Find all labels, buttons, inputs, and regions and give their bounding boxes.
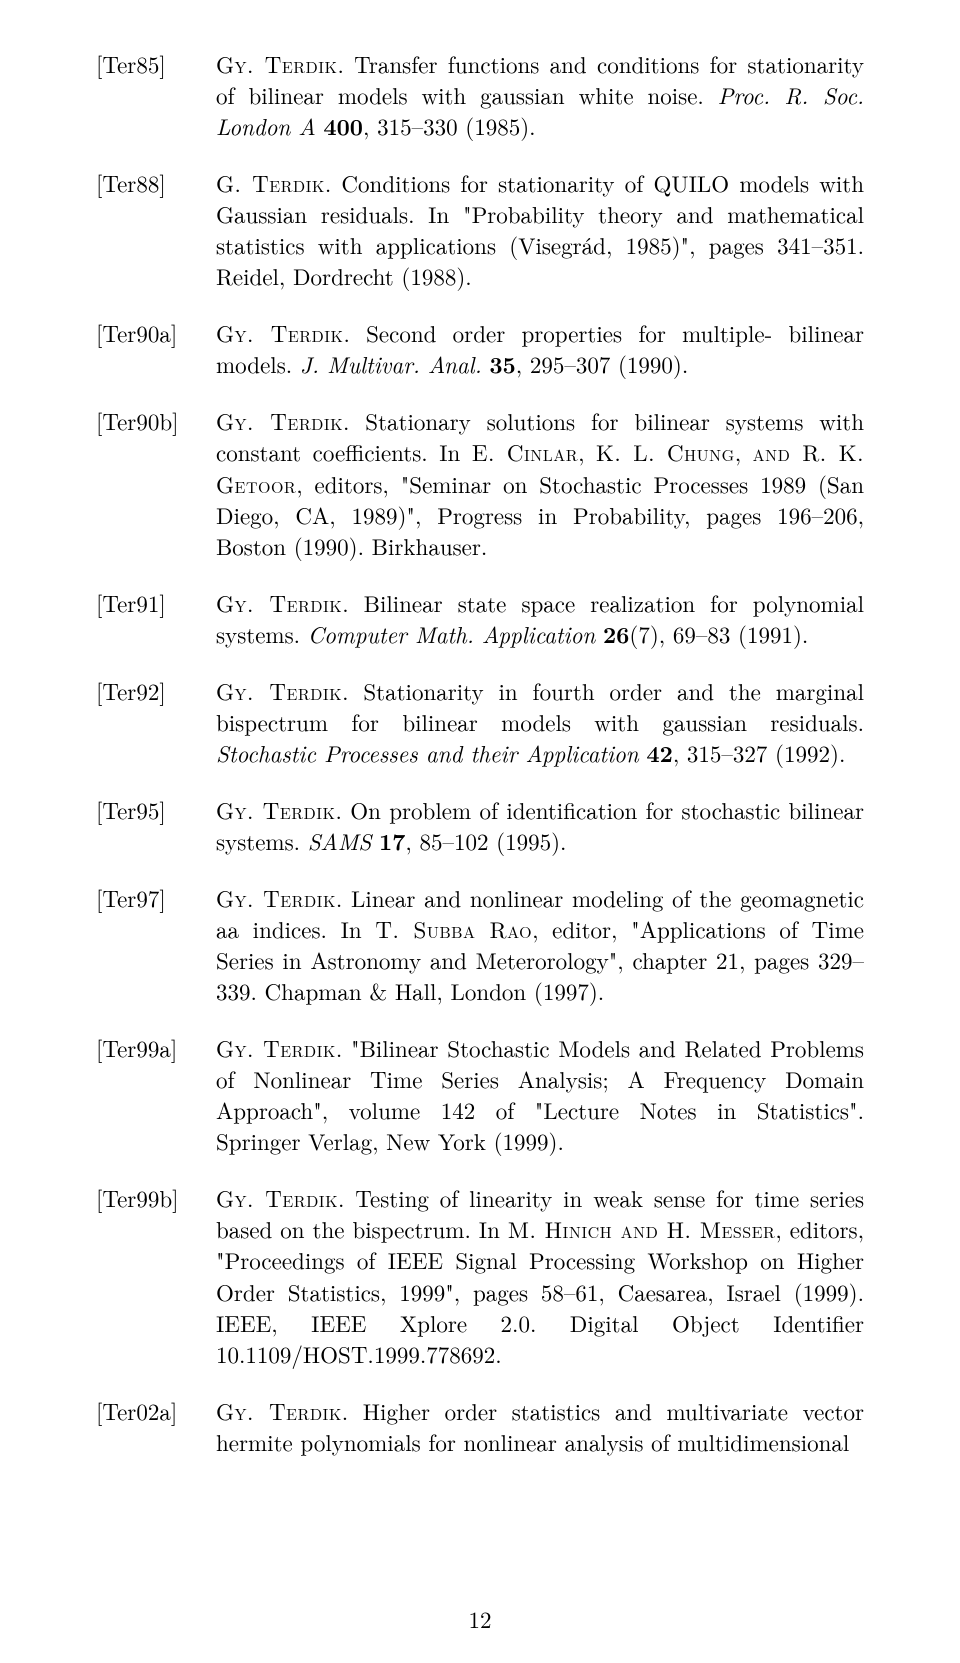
bib-key: [Ter85]: [96, 48, 216, 79]
page-number: 12: [0, 1602, 960, 1635]
bib-entry: [Ter91]Gy. Terdik. Bilinear state space …: [96, 587, 864, 649]
bib-body: Gy. Terdik. Bilinear state space realiza…: [216, 587, 864, 649]
bib-entry: [Ter92]Gy. Terdik. Stationarity in fourt…: [96, 675, 864, 768]
bib-key: [Ter90a]: [96, 317, 216, 348]
bib-key: [Ter99b]: [96, 1182, 216, 1213]
bib-key: [Ter92]: [96, 675, 216, 706]
bib-body: Gy. Terdik. Higher order statistics and …: [216, 1395, 864, 1457]
bib-body: Gy. Terdik. Transfer functions and condi…: [216, 48, 864, 141]
bib-key: [Ter97]: [96, 882, 216, 913]
bib-key: [Ter91]: [96, 587, 216, 618]
bib-key: [Ter88]: [96, 167, 216, 198]
bib-body: Gy. Terdik. Testing of linearity in weak…: [216, 1182, 864, 1368]
bib-key: [Ter90b]: [96, 405, 216, 436]
bibliography-list: [Ter85]Gy. Terdik. Transfer functions an…: [96, 48, 864, 1457]
bib-entry: [Ter88]G. Terdik. Conditions for station…: [96, 167, 864, 291]
bib-entry: [Ter97]Gy. Terdik. Linear and nonlinear …: [96, 882, 864, 1006]
bib-key: [Ter99a]: [96, 1032, 216, 1063]
bib-entry: [Ter99b]Gy. Terdik. Testing of linearity…: [96, 1182, 864, 1368]
bib-entry: [Ter02a]Gy. Terdik. Higher order statist…: [96, 1395, 864, 1457]
bib-body: Gy. Terdik. Second order properties for …: [216, 317, 864, 379]
bib-body: Gy. Terdik. Stationarity in fourth order…: [216, 675, 864, 768]
bib-entry: [Ter85]Gy. Terdik. Transfer functions an…: [96, 48, 864, 141]
bib-body: Gy. Terdik. On problem of identification…: [216, 794, 864, 856]
bib-body: Gy. Terdik. Stationary solutions for bil…: [216, 405, 864, 560]
bib-entry: [Ter95]Gy. Terdik. On problem of identif…: [96, 794, 864, 856]
bib-entry: [Ter90a]Gy. Terdik. Second order propert…: [96, 317, 864, 379]
bib-body: G. Terdik. Conditions for stationarity o…: [216, 167, 864, 291]
bib-key: [Ter95]: [96, 794, 216, 825]
bib-entry: [Ter90b]Gy. Terdik. Stationary solutions…: [96, 405, 864, 560]
bib-entry: [Ter99a]Gy. Terdik. "Bilinear Stochastic…: [96, 1032, 864, 1156]
bib-body: Gy. Terdik. "Bilinear Stochastic Models …: [216, 1032, 864, 1156]
bib-body: Gy. Terdik. Linear and nonlinear modelin…: [216, 882, 864, 1006]
bib-key: [Ter02a]: [96, 1395, 216, 1426]
